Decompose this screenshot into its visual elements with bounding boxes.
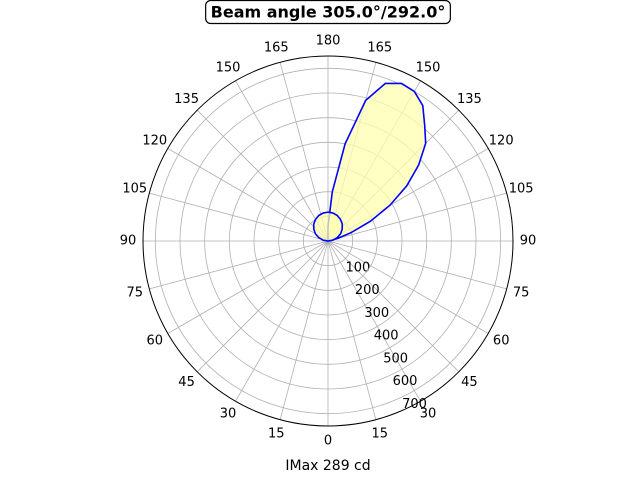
polar-frame [142, 55, 514, 427]
grid-line [149, 240, 329, 290]
theta-tick-label: 45 [178, 375, 195, 390]
grid-line [235, 80, 329, 242]
r-tick-label: 600 [393, 374, 418, 389]
chart-title: Beam angle 305.0°/292.0° [211, 3, 446, 22]
theta-tick-label: 75 [513, 285, 530, 300]
theta-tick-label: 15 [268, 427, 285, 442]
grid-line [279, 62, 329, 242]
theta-tick-label: 60 [493, 334, 510, 349]
grid-line [327, 240, 460, 373]
theta-tick-label: 105 [122, 182, 147, 197]
grid-line [327, 240, 507, 290]
grid-line [327, 240, 489, 334]
theta-tick-label: 165 [264, 40, 289, 55]
theta-tick-label: 75 [127, 285, 144, 300]
grid-line [327, 240, 421, 402]
theta-tick-label: 45 [461, 375, 478, 390]
theta-tick-label: 120 [142, 134, 167, 149]
x-axis-label: IMax 289 cd [285, 458, 370, 474]
grid-ring [179, 92, 477, 390]
theta-tick-label: 150 [416, 60, 441, 75]
grid-ring [204, 117, 452, 365]
theta-tick-label: 120 [489, 134, 514, 149]
r-tick-label: 500 [383, 351, 408, 366]
theta-tick-label: 135 [174, 92, 199, 107]
theta-tick-label: 105 [509, 182, 534, 197]
grid-line [167, 148, 329, 242]
r-tick-label: 400 [374, 329, 399, 344]
series-line [312, 211, 344, 242]
grid-line [235, 240, 329, 402]
theta-tick-label: 15 [371, 427, 388, 442]
theta-tick-label: 30 [420, 407, 437, 422]
grid-line [149, 192, 329, 242]
theta-tick-label: 165 [367, 40, 392, 55]
theta-tick-label: 90 [120, 234, 137, 249]
grid-line [196, 109, 329, 242]
theta-tick-label: 180 [316, 34, 341, 49]
theta-tick-label: 30 [220, 407, 237, 422]
grid-line [327, 240, 377, 420]
r-tick-label: 100 [345, 260, 370, 275]
theta-tick-label: 135 [457, 92, 482, 107]
grid-line [327, 192, 507, 242]
theta-tick-label: 90 [520, 234, 537, 249]
grid-line [279, 240, 329, 420]
r-tick-label: 300 [364, 306, 389, 321]
grid-ring [228, 141, 428, 341]
theta-tick-label: 0 [324, 434, 332, 449]
series-line [327, 82, 427, 243]
title-box [205, 0, 451, 25]
grid-ring [253, 166, 403, 316]
r-tick-label: 200 [355, 283, 380, 298]
grid-line [196, 240, 329, 373]
grid-ring [154, 67, 502, 415]
grid-line [167, 240, 329, 334]
theta-tick-label: 60 [147, 334, 164, 349]
theta-tick-label: 150 [216, 60, 241, 75]
grid-ring [278, 191, 378, 291]
